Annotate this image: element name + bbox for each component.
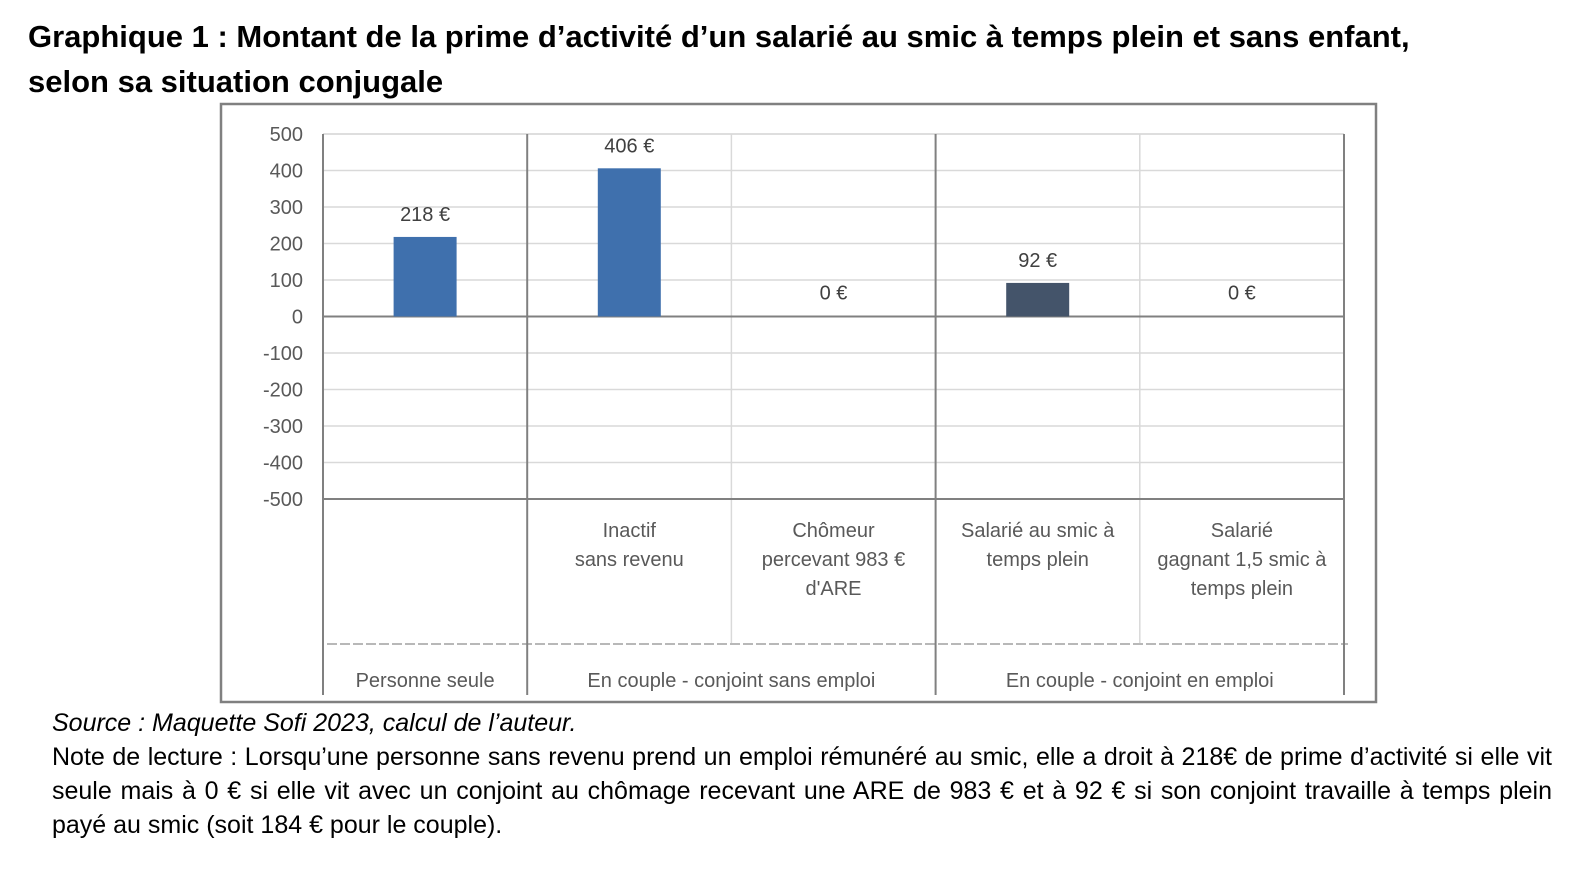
bar (393, 236, 457, 317)
data-label: 92 € (1018, 250, 1057, 272)
source-note: Source : Maquette Sofi 2023, calcul de l… (52, 709, 577, 737)
y-tick-label: -400 (263, 453, 303, 475)
y-tick-label: 100 (270, 270, 303, 292)
category-label: Salarié au smic à temps plein (961, 520, 1115, 571)
category-label: Salarié gagnant 1,5 smic à temps plein (1157, 520, 1327, 600)
bar (1006, 282, 1070, 317)
y-tick-label: -200 (263, 380, 303, 402)
category-label: Inactif sans revenu (575, 520, 684, 571)
bar (597, 168, 661, 317)
chart-notes: Source : Maquette Sofi 2023, calcul de l… (52, 706, 1552, 842)
y-tick-label: -100 (263, 343, 303, 365)
group-label: En couple - conjoint en emploi (1006, 670, 1274, 692)
data-label: 406 € (604, 135, 654, 157)
data-label: 218 € (400, 204, 450, 226)
y-tick-label: -300 (263, 416, 303, 438)
reading-note: Note de lecture : Lorsqu’une personne sa… (52, 743, 1552, 839)
y-tick-label: -500 (263, 489, 303, 511)
chart-title: Graphique 1 : Montant de la prime d’acti… (28, 14, 1568, 104)
chart-title-line-2: selon sa situation conjugale (28, 64, 444, 99)
y-tick-label: 500 (270, 124, 303, 146)
chart-frame (219, 102, 1378, 704)
group-label: En couple - conjoint sans emploi (587, 670, 875, 692)
y-tick-label: 300 (270, 197, 303, 219)
chart-title-line-1: Graphique 1 : Montant de la prime d’acti… (28, 19, 1410, 54)
group-label: Personne seule (356, 670, 495, 692)
y-tick-label: 400 (270, 161, 303, 183)
y-tick-label: 0 (292, 307, 303, 329)
y-tick-label: 200 (270, 234, 303, 256)
data-label: 0 € (1228, 283, 1256, 305)
data-label: 0 € (820, 283, 848, 305)
category-label: Chômeur percevant 983 € d'ARE (762, 520, 905, 600)
